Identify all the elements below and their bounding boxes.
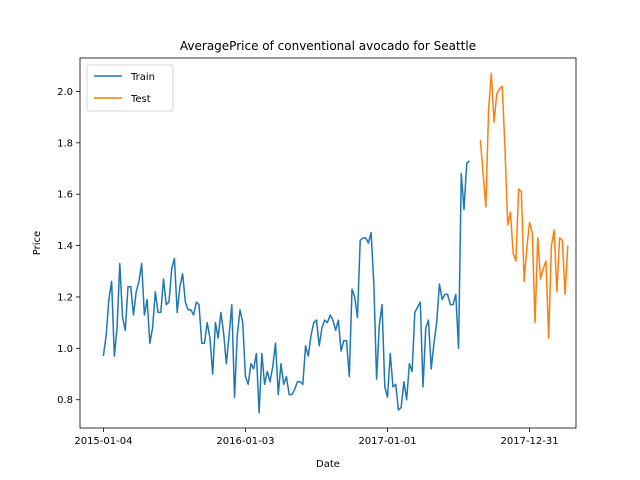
x-tick-label: 2016-01-03 (216, 436, 274, 447)
y-axis-label: Price (32, 231, 43, 255)
series-line-test (479, 72, 569, 339)
y-axis: 0.8 1.0 1.2 1.4 1.6 1.8 2.0 (57, 87, 80, 406)
y-tick-label: 1.6 (57, 190, 73, 201)
x-tick-label: 2015-01-04 (74, 436, 132, 447)
legend-label-test: Test (130, 94, 151, 105)
x-axis: 2015-01-04 2016-01-03 2017-01-01 2017-12-31 (74, 428, 559, 447)
x-axis-label: Date (316, 459, 340, 470)
y-tick-label: 0.8 (57, 395, 73, 406)
legend-label-train: Train (130, 72, 155, 83)
legend-box (86, 64, 174, 112)
x-tick-label: 2017-12-31 (500, 436, 558, 447)
y-tick-label: 2.0 (57, 87, 73, 98)
chart-title: AveragePrice of conventional avocado for… (180, 39, 476, 53)
plot-area (80, 58, 576, 428)
plot-frame (79, 57, 577, 429)
y-tick-label: 1.8 (57, 138, 73, 149)
legend: Train Test (86, 64, 174, 112)
y-tick-label: 1.2 (57, 292, 73, 303)
y-tick-label: 1.0 (57, 344, 73, 355)
series-line-train (102, 160, 470, 414)
y-tick-label: 1.4 (57, 241, 73, 252)
x-tick-label: 2017-01-01 (358, 436, 416, 447)
series-layer (102, 72, 569, 414)
